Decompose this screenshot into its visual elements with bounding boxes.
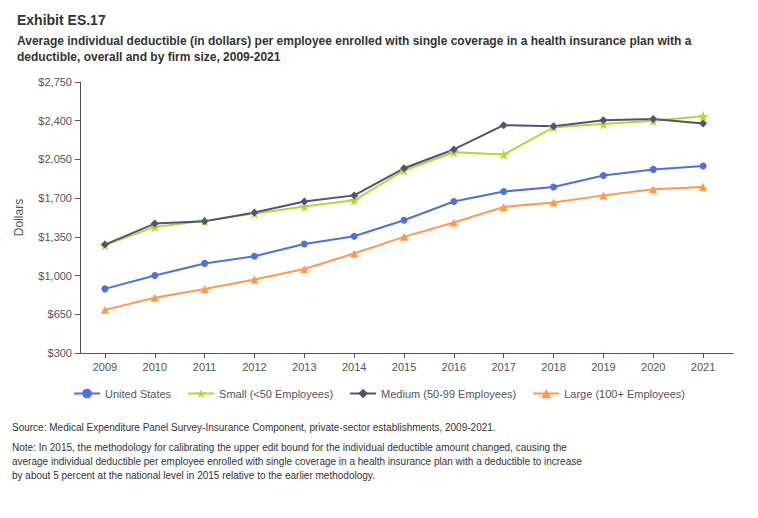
svg-text:Large (100+ Employees): Large (100+ Employees): [564, 388, 685, 400]
svg-text:2011: 2011: [193, 361, 217, 373]
svg-text:2019: 2019: [591, 361, 615, 373]
svg-text:deductible, overall and by fir: deductible, overall and by firm size, 20…: [17, 50, 281, 64]
svg-text:by about 5 percent at the nati: by about 5 percent at the national level…: [12, 470, 375, 481]
svg-text:2013: 2013: [292, 361, 316, 373]
svg-text:$300: $300: [48, 347, 72, 359]
svg-text:2010: 2010: [143, 361, 167, 373]
svg-text:2014: 2014: [342, 361, 366, 373]
svg-text:2009: 2009: [93, 361, 117, 373]
svg-text:Source: Medical Expenditure Pa: Source: Medical Expenditure Panel Survey…: [12, 422, 496, 433]
svg-text:Dollars: Dollars: [12, 199, 26, 236]
svg-text:2015: 2015: [392, 361, 416, 373]
svg-text:$1,000: $1,000: [38, 270, 72, 282]
svg-text:Medium (50-99 Employees): Medium (50-99 Employees): [381, 388, 516, 400]
svg-text:$2,400: $2,400: [38, 115, 72, 127]
svg-text:average individual deductible: average individual deductible per employ…: [12, 456, 585, 467]
svg-text:$1,350: $1,350: [38, 231, 72, 243]
svg-text:$650: $650: [48, 308, 72, 320]
svg-text:$1,700: $1,700: [38, 192, 72, 204]
svg-text:2020: 2020: [641, 361, 665, 373]
svg-text:Exhibit ES.17: Exhibit ES.17: [17, 12, 106, 28]
svg-text:2016: 2016: [442, 361, 466, 373]
svg-text:United States: United States: [105, 388, 172, 400]
svg-text:2012: 2012: [242, 361, 266, 373]
svg-text:2021: 2021: [691, 361, 715, 373]
svg-text:$2,750: $2,750: [38, 76, 72, 88]
svg-text:Note: In 2015, the methodology: Note: In 2015, the methodology for calib…: [12, 442, 570, 453]
svg-text:Average individual deductible: Average individual deductible (in dollar…: [17, 34, 695, 48]
svg-text:$2,050: $2,050: [38, 153, 72, 165]
svg-text:2017: 2017: [491, 361, 515, 373]
svg-text:2018: 2018: [541, 361, 565, 373]
svg-text:Small (<50 Employees): Small (<50 Employees): [219, 388, 333, 400]
